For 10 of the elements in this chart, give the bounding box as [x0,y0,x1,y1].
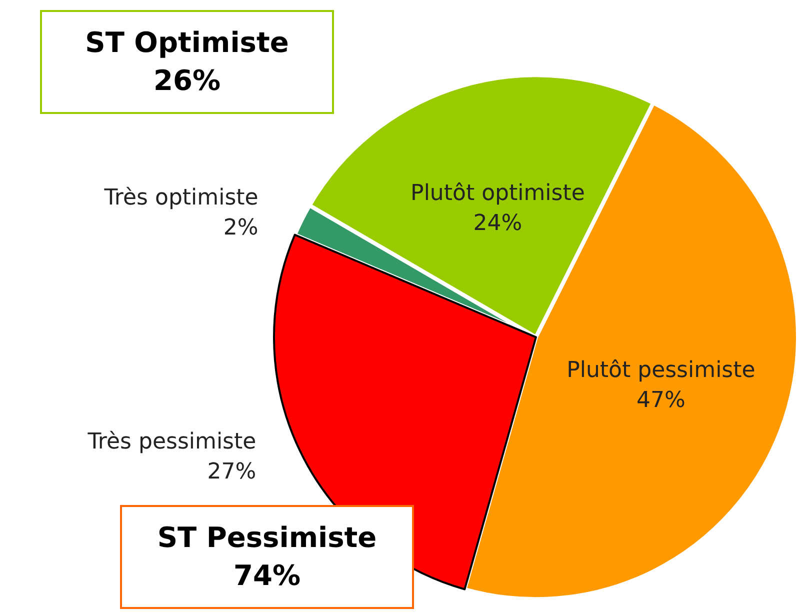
data-label: 24% [473,211,522,236]
data-label: 47% [636,388,686,414]
data-label: 2% [223,216,258,241]
text: ST Optimiste 26% [40,10,334,114]
slice-label: Plutôt optimiste [410,181,585,206]
slice-label: Plutôt pessimiste [566,358,756,384]
slice-label: Très optimiste [103,186,258,211]
text: ST Pessimiste 74% [120,505,414,609]
data-label: 27% [207,459,256,484]
slice-label: Très pessimiste [86,429,256,454]
